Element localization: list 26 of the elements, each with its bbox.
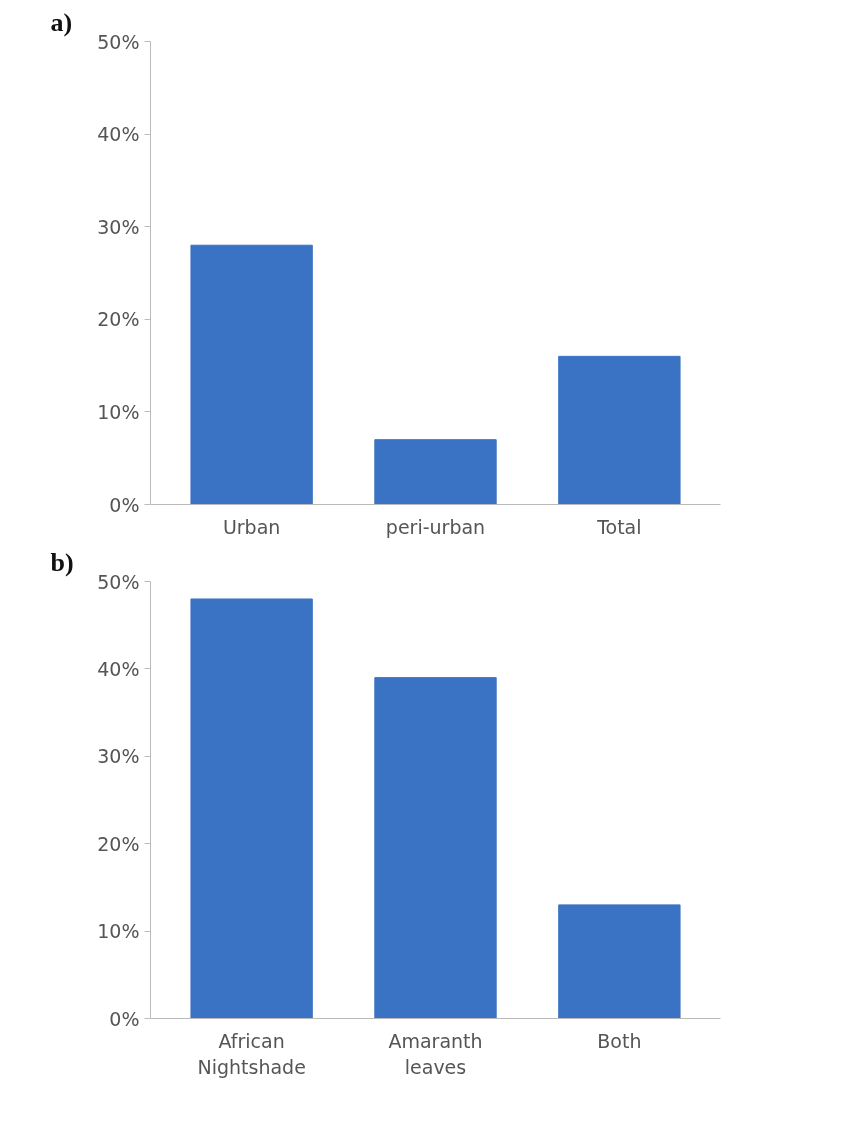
- y-tick-label: 10%: [97, 920, 140, 943]
- chart-title: b): [50, 547, 74, 577]
- x-tick-label: peri-urban: [385, 515, 486, 538]
- x-tick-label: Urban: [222, 515, 281, 538]
- chart-title: a): [50, 7, 73, 37]
- bar: [558, 904, 681, 1019]
- x-tick-label: Total: [596, 515, 642, 538]
- bar: [190, 598, 313, 1019]
- x-tick-label: Amaranth leaves: [388, 1029, 483, 1078]
- y-tick-label: 20%: [97, 832, 140, 855]
- y-tick-label: 10%: [97, 400, 140, 423]
- y-tick-label: 50%: [97, 30, 140, 53]
- bar: [374, 439, 497, 505]
- y-tick-label: 0%: [109, 1007, 140, 1030]
- bar: [374, 677, 497, 1019]
- y-tick-label: 40%: [97, 123, 140, 146]
- y-tick-label: 30%: [97, 215, 140, 238]
- y-tick-label: 40%: [97, 657, 140, 680]
- x-tick-label: African Nightshade: [197, 1029, 306, 1078]
- bar: [190, 244, 313, 505]
- y-tick-label: 20%: [97, 308, 140, 331]
- bar: [558, 355, 681, 505]
- y-tick-label: 0%: [109, 493, 140, 516]
- y-tick-label: 30%: [97, 745, 140, 768]
- y-tick-label: 50%: [97, 570, 140, 593]
- x-tick-label: Both: [597, 1029, 642, 1052]
